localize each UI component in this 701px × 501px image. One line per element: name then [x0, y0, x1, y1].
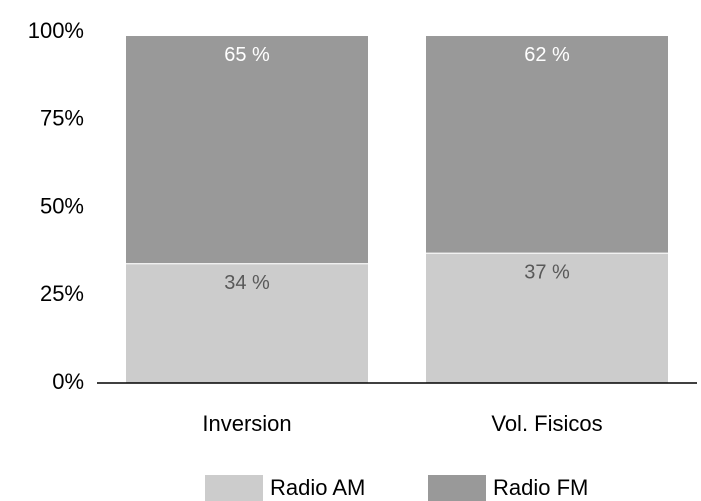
value-label: 34 % [224, 272, 270, 294]
y-tick-label: 0% [52, 369, 84, 394]
bar-segment [125, 263, 369, 384]
y-tick-label: 25% [40, 281, 84, 306]
bar-segment [125, 35, 369, 265]
value-label: 65 % [224, 44, 270, 66]
legend-label: Radio FM [493, 475, 588, 500]
y-tick-label: 100% [28, 18, 84, 43]
value-label: 37 % [524, 261, 570, 283]
value-label: 62 % [524, 44, 570, 66]
legend-swatch [205, 475, 263, 501]
bar-segment [425, 35, 669, 254]
y-tick-label: 50% [40, 193, 84, 218]
y-tick-label: 75% [40, 106, 84, 131]
bar-segment [425, 252, 669, 384]
x-tick-label: Vol. Fisicos [491, 411, 602, 436]
legend-swatch [428, 475, 486, 501]
legend-label: Radio AM [270, 475, 365, 500]
x-tick-label: Inversion [202, 411, 291, 436]
